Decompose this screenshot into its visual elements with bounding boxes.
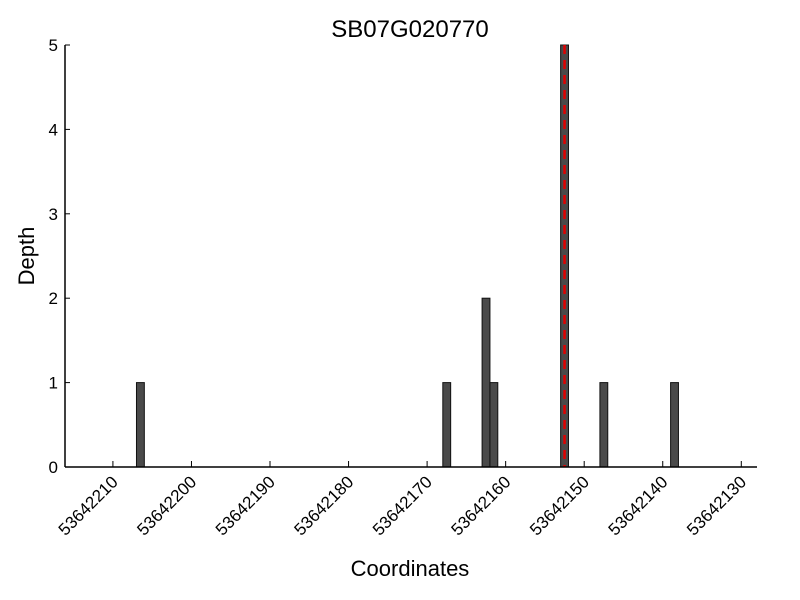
x-tick-label-5: 53642160 [448, 472, 515, 539]
y-tick-label-1: 1 [49, 374, 58, 393]
y-tick-label-3: 3 [49, 205, 58, 224]
x-axis-label: Coordinates [351, 556, 470, 581]
x-tick-label-2: 53642190 [212, 472, 279, 539]
x-tick-label-6: 53642150 [526, 472, 593, 539]
y-tick-label-5: 5 [49, 36, 58, 55]
x-tick-label-3: 53642180 [290, 472, 357, 539]
y-tick-label-4: 4 [49, 120, 58, 139]
y-tick-label-0: 0 [49, 458, 58, 477]
y-tick-label-2: 2 [49, 289, 58, 308]
bar-1 [442, 382, 452, 468]
x-tick-label-0: 53642210 [55, 472, 122, 539]
x-tick-label-1: 53642200 [133, 472, 200, 539]
bar-0 [135, 382, 145, 468]
bar-6 [670, 382, 679, 468]
chart-title: SB07G020770 [331, 16, 488, 43]
bar-2 [481, 297, 491, 468]
x-tick-label-4: 53642170 [369, 472, 436, 539]
bar-5 [599, 382, 609, 468]
x-tick-label-8: 53642130 [683, 472, 750, 539]
y-axis-label: Depth [14, 227, 39, 286]
x-tick-label-7: 53642140 [605, 472, 672, 539]
bar-3 [489, 382, 499, 468]
